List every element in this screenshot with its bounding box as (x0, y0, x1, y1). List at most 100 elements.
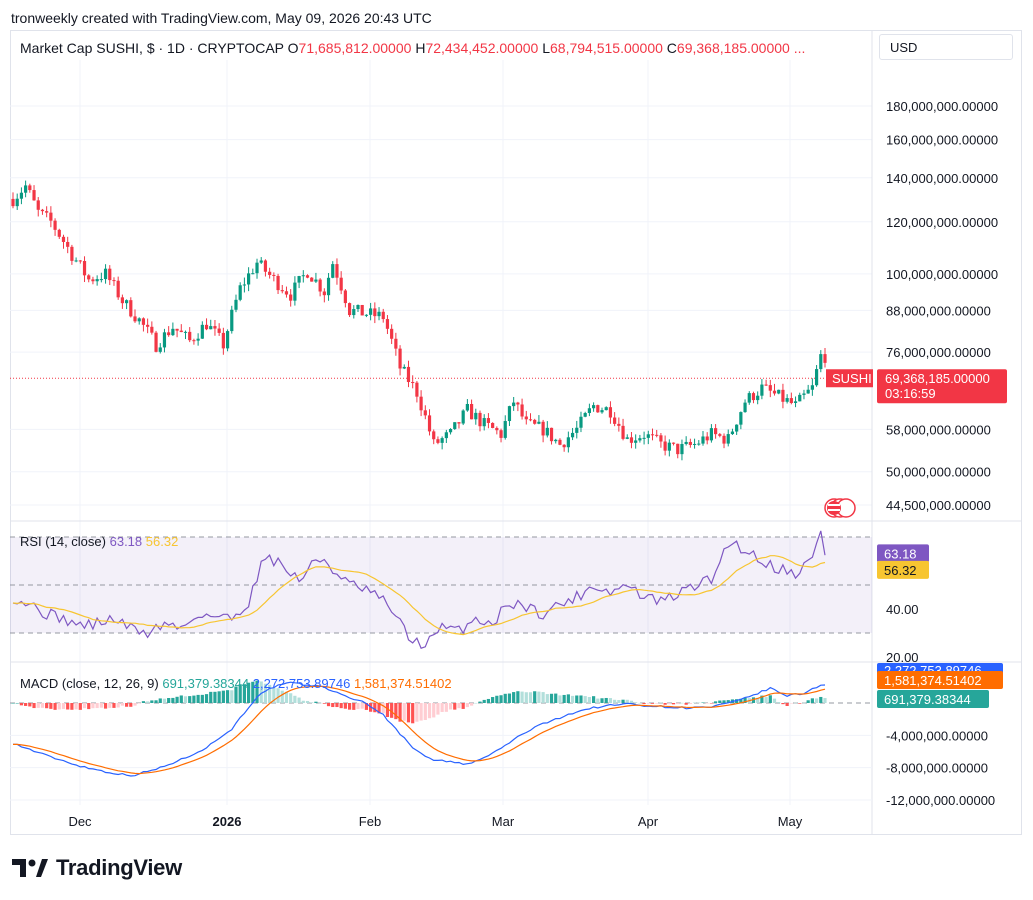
candle-body (701, 436, 705, 444)
macd-histogram-bar (545, 694, 549, 703)
macd-histogram-bar (781, 703, 785, 705)
macd-histogram-bar (469, 703, 474, 706)
candle-body (516, 402, 520, 405)
candle-body (36, 200, 40, 210)
macd-histogram-bar (40, 703, 45, 708)
candle-body (533, 419, 537, 424)
candle-body (209, 326, 213, 330)
macd-histogram-bar (562, 694, 566, 703)
macd-histogram-bar (289, 693, 293, 703)
candle-body (798, 394, 802, 402)
macd-histogram-bar (129, 703, 133, 707)
macd-histogram-bar (478, 701, 482, 703)
macd-legend: MACD (close, 12, 26, 9) 691,379.38344 2,… (20, 676, 452, 691)
macd-histogram-bar (491, 697, 495, 703)
axes: Dec 2026 Feb Mar Apr May 180,000,000.00000 160,… (68, 99, 998, 829)
macd-hist-badge-label: 691,379.38344 (884, 692, 971, 707)
candle-body (394, 338, 398, 349)
candle-body (133, 316, 137, 322)
candle-body (587, 408, 591, 414)
macd-histogram-bar (482, 699, 486, 703)
candle-body (331, 264, 335, 278)
macd-line (13, 681, 826, 777)
macd-histogram-bar (158, 698, 162, 703)
macd-histogram-bar (103, 703, 108, 709)
candle-body (238, 285, 242, 300)
macd-histogram-bar (524, 692, 528, 703)
rsi-ma-badge (877, 560, 929, 579)
price-badge-countdown: 03:16:59 (885, 386, 936, 401)
currency-selector[interactable]: USD (879, 34, 1013, 60)
candle-body (15, 198, 19, 207)
macd-histogram-bar (209, 691, 213, 703)
candle-body (575, 427, 579, 433)
candle-body (120, 297, 124, 304)
open-value: 71,685,812.00000 (298, 40, 412, 56)
macd-histogram-bar (415, 703, 419, 722)
candle-body (427, 415, 432, 432)
macd-histogram-bar (655, 703, 659, 704)
candle-body (528, 419, 533, 421)
macd-histogram-bar (61, 703, 66, 709)
candle-body (482, 418, 486, 427)
price-badge-value: 69,368,185.00000 (885, 371, 990, 386)
macd-histogram-bar (251, 681, 255, 703)
macd-label: MACD (close, 12, 26, 9) (20, 676, 159, 691)
macd-histogram-bar (554, 693, 558, 703)
candle-body (259, 260, 263, 263)
macd-histogram-bar (486, 698, 491, 703)
x-axis-label: May (778, 814, 803, 829)
macd-signal-line (13, 685, 826, 775)
macd-histogram-bar (663, 703, 667, 705)
macd-histogram-bar (600, 698, 604, 703)
macd-histogram-bar (36, 703, 40, 708)
macd-histogram-bar (768, 695, 772, 703)
candle-body (549, 427, 554, 442)
close-value: 69,368,185.00000 ... (676, 40, 806, 56)
candle-body (793, 401, 798, 403)
candle-body (175, 328, 179, 331)
macd-histogram-bar (45, 703, 49, 709)
macd-histogram-bar (28, 703, 32, 707)
candle-body (364, 314, 369, 316)
macd-histogram-bar (575, 695, 579, 703)
price-axis-tick: 88,000,000.00000 (886, 303, 991, 318)
macd-histogram-bar (743, 697, 747, 703)
macd-histogram-bar (406, 703, 411, 723)
macd-histogram-bar (87, 703, 91, 710)
candle-body (608, 407, 613, 418)
macd-axis-tick: -12,000,000.00000 (886, 793, 995, 808)
macd-histogram-bar (465, 703, 469, 708)
indicator-lines (12, 530, 826, 777)
candle-body (124, 300, 129, 304)
candle-body (625, 437, 629, 439)
candle-body (146, 324, 150, 327)
macd-histogram-bar (364, 703, 369, 710)
candle-body (688, 441, 692, 445)
rsi-axis-tick: 40.00 (886, 602, 919, 617)
macd-histogram-bar (310, 702, 314, 703)
candle-body (730, 431, 735, 435)
candle-body (19, 192, 24, 199)
candle-body (676, 443, 680, 455)
macd-histogram-bar (499, 695, 503, 703)
rsi-ma-value: 56.32 (145, 534, 179, 549)
macd-histogram-bar (11, 703, 15, 704)
macd-histogram-bar (133, 703, 137, 706)
candle-body (499, 430, 503, 438)
candle-body (743, 402, 747, 413)
candle-body (213, 326, 217, 329)
macd-histogram-bar (276, 688, 280, 703)
macd-histogram-bar (789, 703, 793, 704)
candle-body (806, 389, 810, 394)
price-axis-tick: 100,000,000.00000 (886, 267, 998, 282)
candle-body (339, 277, 343, 291)
candle-body (440, 438, 444, 443)
macd-histogram-bar (549, 693, 554, 703)
chart-credit: tronweekly created with TradingView.com,… (11, 10, 432, 26)
macd-histogram-bar (604, 697, 608, 703)
candle-body (322, 291, 326, 296)
macd-histogram-bar (242, 684, 246, 703)
macd-histogram-bar (347, 703, 352, 710)
